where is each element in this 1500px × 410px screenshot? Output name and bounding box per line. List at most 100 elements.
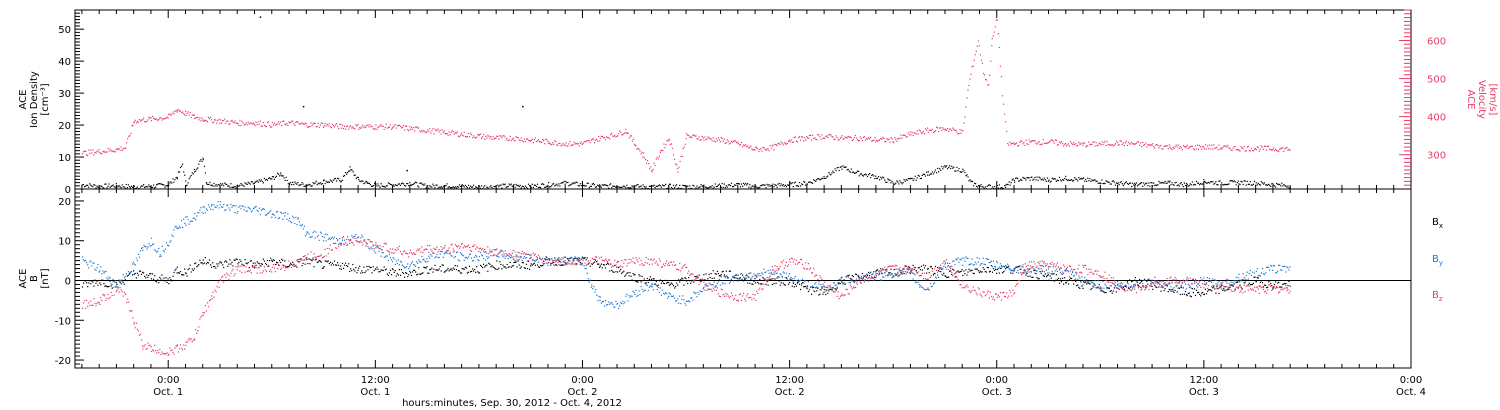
density-series-point [1117, 182, 1119, 184]
velocity-series-point [111, 151, 113, 153]
density-series-point [374, 182, 376, 185]
density-series-point [497, 184, 499, 186]
field-bx-series-point [459, 272, 462, 274]
field-by-series-point [207, 204, 210, 206]
density-series-point [345, 172, 347, 174]
field-by-series-point [458, 260, 461, 262]
field-by-series-point [779, 273, 781, 275]
velocity-series-point [817, 134, 819, 136]
field-by-series-point [607, 304, 609, 306]
field-bx-series-point [798, 283, 801, 285]
field-by-series-point [119, 280, 121, 282]
density-series-point [1110, 183, 1112, 185]
density-series-point [501, 187, 503, 189]
velocity-series-point [923, 133, 926, 135]
velocity-series-point [1270, 149, 1272, 151]
field-by-series-point [382, 252, 384, 254]
field-by-series-point [517, 256, 519, 258]
field-by-series-point [407, 263, 409, 265]
velocity-series-point [750, 145, 752, 147]
density-series-point [872, 174, 874, 176]
density-series-point [654, 187, 656, 189]
field-by-series-point [498, 256, 500, 258]
velocity-series-point [1056, 144, 1058, 146]
density-series-point [188, 178, 190, 180]
field-bx-series-point [1152, 288, 1154, 290]
field-bx-series-point [1185, 294, 1188, 296]
field-bx-series-point [409, 270, 411, 272]
density-series-point [841, 168, 843, 170]
velocity-series-point [946, 129, 948, 131]
field-by-series-point [701, 290, 703, 293]
density-series-point [125, 183, 127, 186]
density-series-point [196, 168, 198, 170]
field-by-series-point [1179, 286, 1181, 288]
velocity-series-point [168, 114, 170, 116]
velocity-series-point [627, 132, 629, 134]
velocity-series-point [214, 119, 216, 121]
density-series-point [850, 168, 852, 170]
velocity-series-point [546, 139, 548, 141]
density-series-point [953, 166, 955, 168]
field-by-series-point [661, 289, 664, 291]
field-by-series-point [287, 213, 289, 215]
field-bx-series-point [186, 275, 188, 277]
density-series-point [546, 185, 548, 187]
density-series-point [574, 182, 576, 184]
field-by-series-point [852, 281, 854, 283]
density-series-point [1087, 177, 1089, 179]
density-series-point [890, 182, 892, 184]
density-series-point [258, 179, 260, 181]
field-bx-series-point [99, 282, 101, 284]
field-by-series-point [697, 291, 699, 293]
field-bx-series-point [980, 271, 982, 273]
field-bx-series-point [401, 271, 404, 274]
density-series-point [570, 183, 572, 186]
field-by-series-point [1035, 270, 1037, 272]
density-outlier-series [259, 16, 524, 172]
density-series-point [548, 182, 550, 184]
density-series-point [146, 186, 148, 188]
velocity-series-point [158, 118, 160, 121]
density-series-point [174, 179, 176, 181]
field-by-series-point [121, 281, 123, 283]
velocity-series-point [556, 144, 558, 146]
velocity-series-point [737, 141, 739, 143]
density-series-point [891, 180, 893, 182]
density-series-point [1208, 181, 1210, 183]
field-by-series-point [686, 300, 688, 302]
field-bx-series-point [694, 275, 696, 278]
velocity-series-point [548, 142, 550, 144]
field-bx-series-point [396, 273, 398, 275]
density-series-point [875, 177, 878, 179]
velocity-series-point [1011, 142, 1013, 144]
field-bx-series-point [834, 288, 836, 290]
field-by-series-point [223, 203, 225, 206]
field-bx-series-point [599, 266, 601, 268]
field-bx-series-point [162, 279, 164, 281]
velocity-series-point [239, 119, 241, 121]
velocity-series-point [483, 133, 485, 136]
field-bx-series-point [169, 277, 171, 279]
velocity-series-point [963, 122, 965, 124]
field-bx-series-point [749, 282, 751, 284]
velocity-series-point [878, 139, 880, 141]
velocity-series-point [743, 144, 745, 146]
density-series-point [1027, 177, 1029, 179]
bottom-panel-frame [74, 188, 1412, 369]
velocity-series-point [746, 146, 748, 148]
density-series-point [766, 183, 768, 185]
density-series-point [1053, 178, 1055, 180]
field-by-series-point [906, 268, 908, 270]
density-series-point [144, 186, 146, 188]
velocity-series-point [718, 139, 720, 141]
field-by-series-point [346, 238, 348, 241]
field-by-series-point [1007, 263, 1009, 265]
density-series-point [1062, 178, 1064, 181]
velocity-series-point [1133, 143, 1135, 145]
velocity-series-point [1143, 144, 1145, 146]
velocity-series-point [728, 143, 730, 145]
field-by-series-point [821, 286, 823, 288]
velocity-series-point [236, 122, 238, 124]
density-series-point [468, 187, 471, 189]
